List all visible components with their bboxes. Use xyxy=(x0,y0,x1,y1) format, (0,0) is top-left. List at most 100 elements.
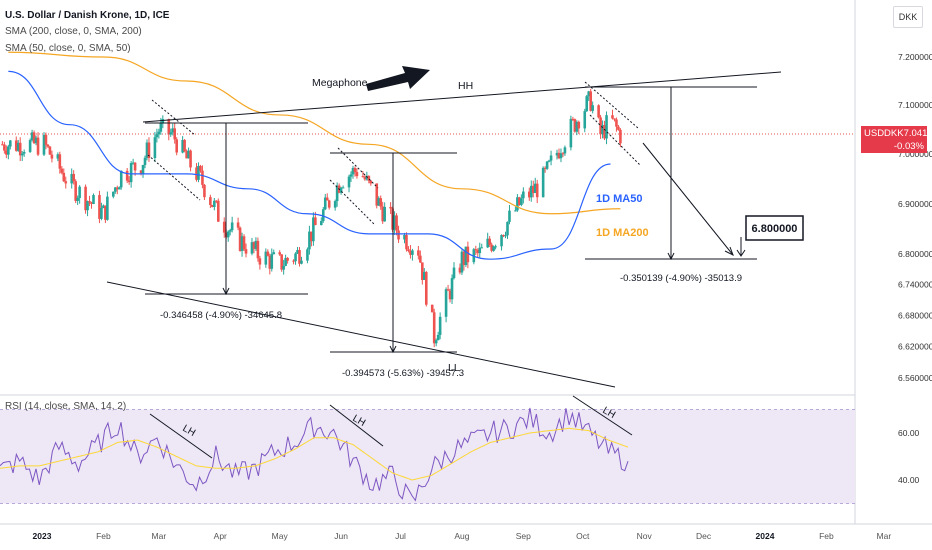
candle-body xyxy=(100,207,103,219)
candle-body xyxy=(518,197,521,206)
candle-body xyxy=(448,290,452,300)
candle-body xyxy=(195,167,198,180)
candle-body xyxy=(545,161,549,169)
candle-body xyxy=(432,312,436,344)
candle-body xyxy=(569,118,573,148)
candle-body xyxy=(589,91,592,111)
candle-body xyxy=(161,119,165,124)
x-tick-label: Nov xyxy=(637,531,653,541)
candle-body xyxy=(405,234,408,250)
measure-arrowhead xyxy=(222,287,230,296)
candle-body xyxy=(230,222,234,231)
candle-body xyxy=(211,204,214,207)
rsi-y-tick-label: 40.00 xyxy=(898,475,920,485)
candle-body xyxy=(321,209,325,222)
candle-body xyxy=(34,137,38,144)
candle-body xyxy=(508,210,511,222)
candle-body xyxy=(157,131,161,135)
candle-body xyxy=(18,142,22,156)
candle-body xyxy=(422,272,426,280)
candle-body xyxy=(264,251,268,265)
candle-body xyxy=(129,163,133,183)
candle-body xyxy=(452,267,456,279)
candle-body xyxy=(48,146,52,155)
candle-body xyxy=(209,197,212,205)
candle-body xyxy=(393,215,396,230)
megaphone-label: Megaphone xyxy=(312,77,368,89)
channel-dashed-line xyxy=(329,179,376,226)
target-label: 6.800000 xyxy=(752,223,798,235)
candle-body xyxy=(486,238,489,248)
candle-body xyxy=(355,172,359,177)
candle-body xyxy=(549,155,553,161)
currency-selector[interactable]: DKK xyxy=(893,6,923,28)
sma50-legend[interactable]: SMA (50, close, 0, SMA, 50) xyxy=(5,43,131,54)
y-tick-label: 6.620000 xyxy=(898,342,932,352)
target-box xyxy=(745,215,804,241)
projection-arrowhead xyxy=(724,246,734,257)
rsi-legend[interactable]: RSI (14, close, SMA, 14, 2) xyxy=(5,401,127,412)
candle-body xyxy=(36,137,40,155)
candle-body xyxy=(86,201,89,211)
measure-arrowhead xyxy=(667,252,675,261)
candle-body xyxy=(460,251,464,273)
candle-body xyxy=(300,260,303,264)
ma200-label: 1D MA200 xyxy=(596,227,649,239)
candle-body xyxy=(189,150,192,168)
megaphone-lower-trendline xyxy=(106,281,616,388)
sma200-legend[interactable]: SMA (200, close, 0, SMA, 200) xyxy=(5,26,142,37)
y-tick-label: 6.800000 xyxy=(898,249,932,259)
x-tick-label: Mar xyxy=(152,531,167,541)
y-tick-label: 6.740000 xyxy=(898,280,932,290)
channel-dashed-line xyxy=(147,154,201,201)
candle-body xyxy=(106,196,109,220)
candle-body xyxy=(242,236,246,250)
x-tick-label: Mar xyxy=(877,531,892,541)
rsi-band xyxy=(0,409,855,504)
candle-body xyxy=(133,162,137,171)
candle-body xyxy=(159,123,163,132)
candle-body xyxy=(492,246,495,251)
x-tick-label: Feb xyxy=(819,531,834,541)
candle-body xyxy=(236,222,240,228)
candle-body xyxy=(145,142,149,158)
candle-body xyxy=(335,185,339,202)
candle-body xyxy=(573,119,577,132)
candle-body xyxy=(547,160,551,162)
candle-body xyxy=(494,246,497,248)
candle-body xyxy=(254,240,258,249)
candle-body xyxy=(389,206,392,209)
candle-body xyxy=(369,180,373,184)
candle-body xyxy=(226,231,230,238)
megaphone-upper-trendline xyxy=(142,71,782,123)
chart-title: U.S. Dollar / Danish Krone, 1D, ICE xyxy=(5,10,170,21)
target-pointer-head xyxy=(736,249,746,257)
x-tick-label: Apr xyxy=(214,531,227,541)
candle-body xyxy=(527,191,531,198)
candle-body xyxy=(438,316,442,335)
x-tick-label: Dec xyxy=(696,531,712,541)
candle-body xyxy=(298,250,301,264)
projection-line xyxy=(642,142,734,256)
candle-body xyxy=(424,272,428,305)
candle-body xyxy=(187,150,190,159)
candle-body xyxy=(613,118,616,120)
candle-body xyxy=(603,125,606,139)
candle-body xyxy=(60,168,64,173)
candle-body xyxy=(5,150,8,155)
candle-body xyxy=(395,215,398,231)
ma200-line xyxy=(8,51,621,215)
candle-body xyxy=(349,174,353,177)
candle-body xyxy=(76,197,79,201)
candle-body xyxy=(250,242,254,254)
candle-body xyxy=(215,200,218,202)
candle-body xyxy=(543,167,547,169)
rsi-lh-trendline xyxy=(149,413,213,459)
rsi-lh-trendline xyxy=(572,395,633,436)
candle-body xyxy=(90,202,93,204)
candle-body xyxy=(252,242,256,249)
candle-body xyxy=(351,167,355,175)
candle-body xyxy=(238,227,242,251)
candle-body xyxy=(585,96,589,112)
